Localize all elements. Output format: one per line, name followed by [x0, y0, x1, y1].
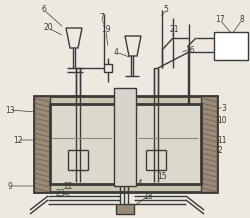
Text: 16: 16 — [185, 46, 195, 54]
Text: 11: 11 — [217, 136, 227, 145]
Bar — [116, 204, 134, 214]
Text: 6: 6 — [42, 5, 46, 15]
Text: 2: 2 — [218, 145, 222, 155]
Text: 15: 15 — [157, 172, 167, 181]
Text: 23: 23 — [55, 189, 65, 198]
Text: 9: 9 — [8, 182, 12, 191]
Bar — [34, 96, 217, 192]
Text: 3: 3 — [222, 104, 226, 112]
Bar — [34, 96, 50, 192]
Text: 18: 18 — [143, 191, 153, 201]
Text: 17: 17 — [215, 15, 225, 24]
Bar — [104, 64, 112, 72]
Text: 22: 22 — [63, 182, 73, 191]
Text: 14: 14 — [133, 179, 143, 187]
Text: 19: 19 — [101, 26, 111, 34]
Bar — [114, 88, 136, 186]
Text: 12: 12 — [13, 136, 23, 145]
Text: 4: 4 — [114, 48, 118, 56]
Bar — [50, 104, 201, 184]
Text: 13: 13 — [5, 106, 15, 114]
Text: 1: 1 — [124, 172, 128, 181]
Text: 7: 7 — [100, 14, 104, 22]
Bar — [214, 32, 248, 60]
Text: 10: 10 — [217, 116, 227, 124]
Bar — [201, 96, 217, 192]
Text: 8: 8 — [240, 15, 244, 24]
Text: 5: 5 — [164, 5, 168, 15]
Text: 21: 21 — [169, 26, 179, 34]
Text: 20: 20 — [43, 24, 53, 32]
